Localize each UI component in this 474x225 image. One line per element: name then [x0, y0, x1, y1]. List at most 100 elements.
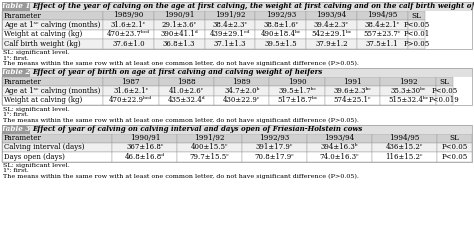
Bar [205, 11, 255, 20]
Text: 470±23.7ᵇᶜᵈ: 470±23.7ᵇᶜᵈ [107, 30, 150, 38]
Text: Table 3: Table 3 [1, 125, 31, 133]
Text: 37.5±1.1: 37.5±1.1 [366, 40, 399, 48]
Text: 29.1±3.6ᶜ: 29.1±3.6ᶜ [162, 21, 197, 29]
Text: 38.8±1.6ᶜ: 38.8±1.6ᶜ [263, 21, 298, 29]
Text: 39.5±1.5: 39.5±1.5 [264, 40, 297, 48]
Text: 70.8±17.9ᶜ: 70.8±17.9ᶜ [255, 153, 294, 161]
Bar [2, 68, 472, 105]
Bar [2, 142, 112, 152]
Text: 46.8±16.8ᵈ: 46.8±16.8ᵈ [125, 153, 165, 161]
Bar [437, 142, 472, 152]
Bar [112, 142, 177, 152]
Text: 367±16.8ᶜ: 367±16.8ᶜ [126, 143, 164, 151]
Bar [158, 77, 214, 86]
Bar [158, 95, 214, 105]
Bar [255, 29, 306, 39]
Text: SL: SL [411, 11, 421, 20]
Bar [325, 77, 380, 86]
Bar [306, 11, 357, 20]
Text: 515±32.4ᵇᶜ: 515±32.4ᵇᶜ [388, 96, 428, 104]
Text: SL: significant level.: SL: significant level. [3, 163, 70, 168]
Text: 74.0±16.3ᶜ: 74.0±16.3ᶜ [319, 153, 359, 161]
Bar [306, 39, 357, 49]
Bar [205, 29, 255, 39]
Bar [154, 11, 205, 20]
Text: SL: SL [449, 134, 459, 142]
Text: 400±15.5ᶜ: 400±15.5ᶜ [191, 143, 228, 151]
Bar [372, 152, 437, 162]
Bar [103, 39, 154, 49]
Text: Table 2: Table 2 [1, 68, 31, 76]
Text: P>0.05: P>0.05 [403, 40, 429, 48]
Text: Effect of the year of calving on the age at first calving, the weight at first c: Effect of the year of calving on the age… [32, 2, 474, 11]
Bar [357, 29, 408, 39]
Text: P<0.05: P<0.05 [441, 153, 467, 161]
Text: 517±18.7ᵇᶜ: 517±18.7ᵇᶜ [277, 96, 317, 104]
Text: 1989: 1989 [232, 77, 251, 86]
Bar [205, 39, 255, 49]
Text: 1992/93: 1992/93 [259, 134, 290, 142]
Text: Weight at calving (kg): Weight at calving (kg) [4, 96, 82, 104]
Bar [306, 20, 357, 29]
Text: 1987: 1987 [121, 77, 140, 86]
Text: 435±32.4ᵈ: 435±32.4ᵈ [167, 96, 205, 104]
Bar [103, 95, 158, 105]
Text: Weight at calving (kg): Weight at calving (kg) [4, 30, 82, 38]
Text: P<0.05: P<0.05 [403, 21, 429, 29]
Bar [2, 2, 30, 11]
Bar [436, 77, 453, 86]
Bar [2, 152, 112, 162]
Bar [357, 39, 408, 49]
Bar [2, 2, 472, 49]
Text: 490±18.4ᵇᶜ: 490±18.4ᵇᶜ [261, 30, 301, 38]
Bar [307, 142, 372, 152]
Bar [205, 20, 255, 29]
Text: 37.6±1.0: 37.6±1.0 [112, 40, 145, 48]
Bar [306, 29, 357, 39]
Bar [112, 152, 177, 162]
Text: 557±23.7ᶜ: 557±23.7ᶜ [364, 30, 401, 38]
Bar [177, 152, 242, 162]
Bar [2, 29, 103, 39]
Text: 1ˢ: first.: 1ˢ: first. [3, 112, 29, 117]
Bar [307, 152, 372, 162]
Text: 1992: 1992 [399, 77, 418, 86]
Text: 36.8±1.3: 36.8±1.3 [163, 40, 195, 48]
Text: 37.1±1.3: 37.1±1.3 [214, 40, 246, 48]
Bar [436, 95, 453, 105]
Bar [30, 2, 472, 11]
Bar [380, 77, 436, 86]
Text: The means within the same row with at least one common letter, do not have signi: The means within the same row with at le… [3, 117, 359, 123]
Text: 1992/93: 1992/93 [265, 11, 296, 20]
Text: 116±15.2ᶜ: 116±15.2ᶜ [385, 153, 423, 161]
Text: 39.4±2.3ᶜ: 39.4±2.3ᶜ [314, 21, 349, 29]
Bar [2, 39, 103, 49]
Bar [214, 95, 269, 105]
Bar [408, 20, 425, 29]
Bar [372, 142, 437, 152]
Text: 34.7±2.0ᵇ: 34.7±2.0ᵇ [224, 87, 259, 95]
Text: The means within the same row with at least one common letter, do not have signi: The means within the same row with at le… [3, 174, 359, 179]
Text: 1991: 1991 [343, 77, 362, 86]
Text: 1988: 1988 [177, 77, 196, 86]
Text: Parameter: Parameter [4, 77, 42, 86]
Text: SL: SL [439, 77, 449, 86]
Text: Table 1: Table 1 [1, 2, 31, 11]
Bar [2, 124, 472, 162]
Text: 430±22.9ᶜ: 430±22.9ᶜ [223, 96, 260, 104]
Bar [242, 142, 307, 152]
Bar [437, 133, 472, 142]
Text: P<0.01: P<0.01 [403, 30, 429, 38]
Text: 1ˢ: first.: 1ˢ: first. [3, 56, 29, 61]
Text: 470±22.9ᵇᶜᵈ: 470±22.9ᵇᶜᵈ [109, 96, 152, 104]
Text: 31.6±2.1ᶜ: 31.6±2.1ᶜ [111, 21, 146, 29]
Text: 35.3±30ᵇᶜ: 35.3±30ᵇᶜ [391, 87, 426, 95]
Bar [2, 77, 103, 86]
Bar [357, 20, 408, 29]
Text: 41.0±2.6ᶜ: 41.0±2.6ᶜ [169, 87, 204, 95]
Bar [154, 39, 205, 49]
Text: Effect of year of birth on age at first calving and calving weight of heifers: Effect of year of birth on age at first … [32, 68, 322, 76]
Bar [30, 124, 472, 133]
Bar [154, 29, 205, 39]
Bar [408, 11, 425, 20]
